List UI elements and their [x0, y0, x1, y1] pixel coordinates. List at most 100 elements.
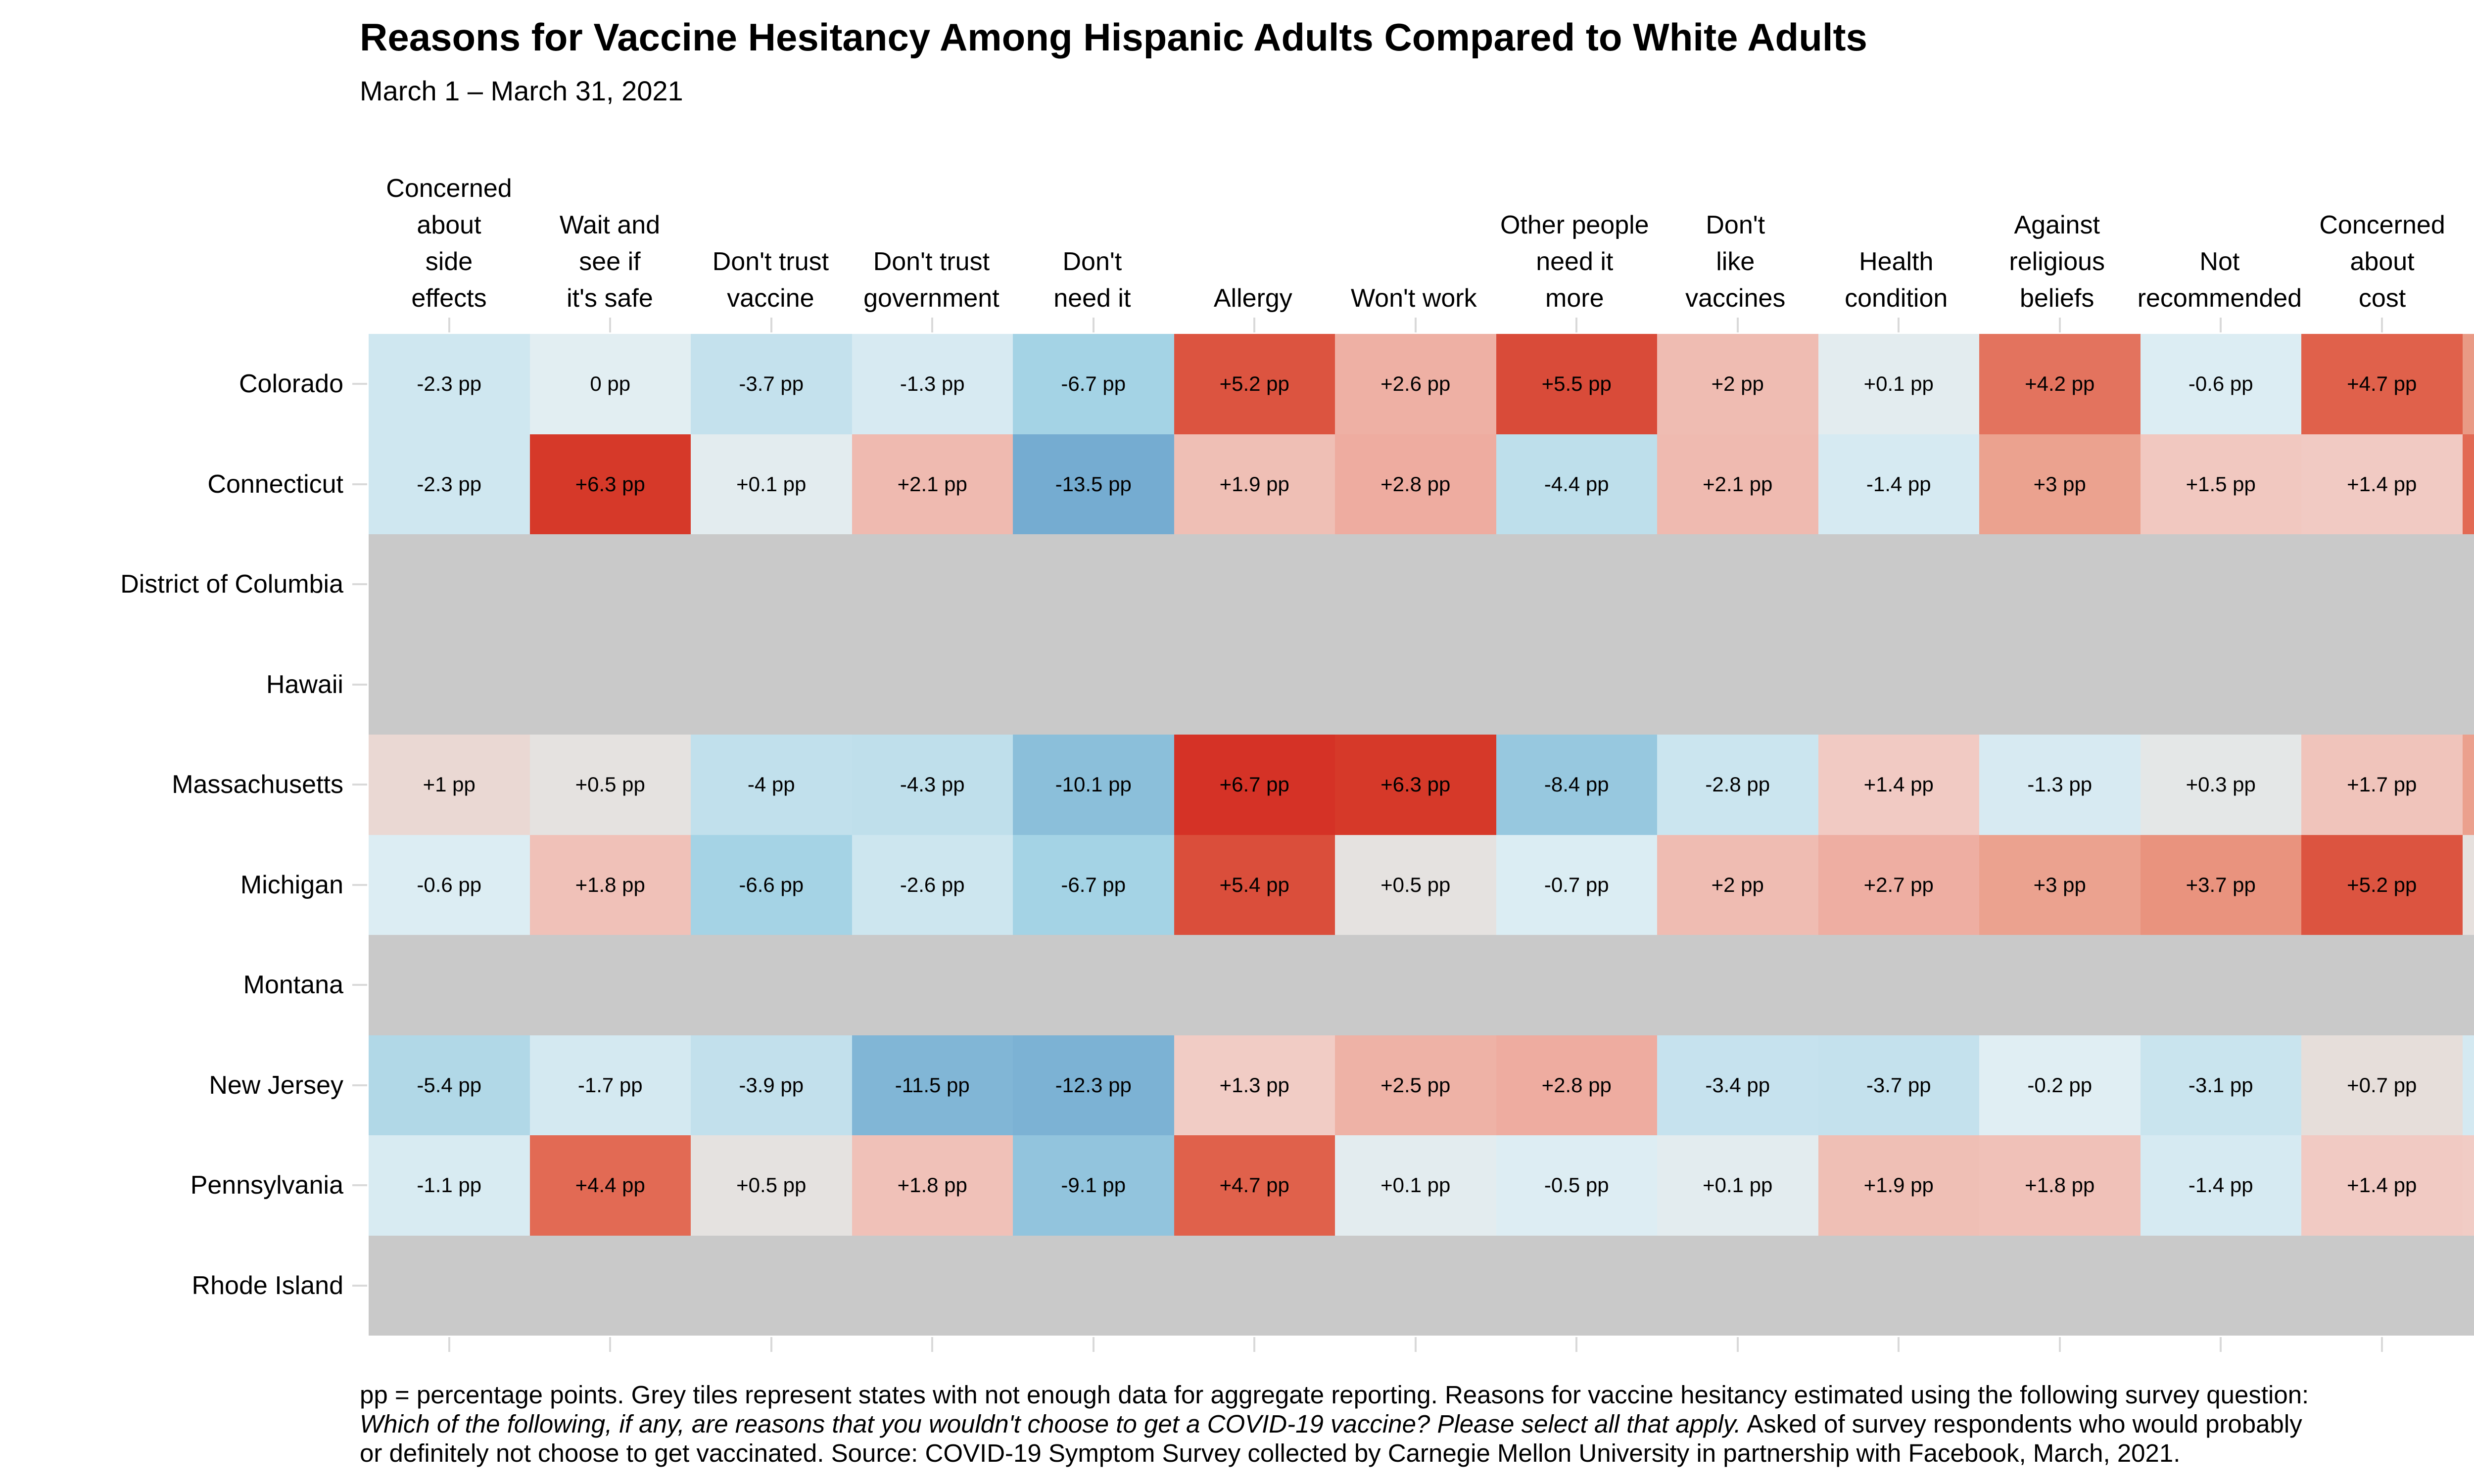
heatmap-cell	[1013, 935, 1174, 1035]
column-header-line: Wait and	[559, 211, 661, 239]
heatmap-cell: 0 pp	[529, 334, 691, 434]
footnote-line2-rest: Asked of survey respondents who would pr…	[1741, 1410, 2302, 1438]
axis-tick	[352, 383, 367, 385]
axis-tick	[352, 1284, 367, 1287]
heatmap-cell	[1818, 1235, 1979, 1336]
heatmap-cell	[2140, 935, 2301, 1035]
heatmap-cell	[1174, 634, 1335, 735]
column-header: Other people need it more	[1494, 163, 1655, 317]
heatmap-cell: +2.8 pp	[1496, 1035, 1657, 1135]
row-label: Rhode Island	[191, 1271, 343, 1300]
axis-tick	[1575, 318, 1578, 332]
heatmap-cell: +6.7 pp	[1174, 735, 1335, 835]
column-header: Wait and see if it's safe	[529, 163, 690, 317]
column-header-line: Against	[2014, 211, 2100, 239]
axis-tick	[1575, 1337, 1578, 1352]
heatmap-cell: +1.3 pp	[1174, 1035, 1335, 1135]
heatmap-cell: +2.6 pp	[1335, 334, 1496, 434]
heatmap-cell: +0.1 pp	[1657, 1135, 1818, 1236]
heatmap-cell: +1.9 pp	[1818, 1135, 1979, 1236]
heatmap-cell: -0.7 pp	[1496, 835, 1657, 935]
heatmap-cell: -4.4 pp	[1496, 434, 1657, 534]
heatmap-cell	[2301, 1235, 2463, 1336]
axis-tick	[352, 483, 367, 485]
heatmap-cell	[2301, 534, 2463, 635]
axis-tick	[2220, 1337, 2222, 1352]
heatmap-cell: +5.4 pp	[1174, 835, 1335, 935]
heatmap-cell: +1.4 pp	[2301, 1135, 2463, 1236]
heatmap-cell: +0.6 pp	[2462, 835, 2474, 935]
column-header-line: Don't	[1062, 247, 1122, 276]
heatmap-cell	[1174, 1235, 1335, 1336]
footnote: pp = percentage points. Grey tiles repre…	[360, 1380, 2474, 1468]
heatmap-cell: +0.5 pp	[691, 1135, 852, 1236]
axis-tick	[352, 1084, 367, 1086]
column-header-line: Other people	[1500, 211, 1649, 239]
heatmap-cell: +1.7 pp	[2301, 735, 2463, 835]
heatmap-cell	[1174, 534, 1335, 635]
row-label: Connecticut	[207, 469, 343, 499]
column-header-line: vaccines	[1685, 284, 1786, 313]
heatmap-cell: +2.1 pp	[852, 434, 1013, 534]
heatmap-cell: +3 pp	[1979, 434, 2141, 534]
axis-tick	[352, 883, 367, 886]
heatmap-cell: -9.1 pp	[1013, 1135, 1174, 1236]
heatmap-cell: +1.8 pp	[1979, 1135, 2141, 1236]
heatmap-cell: -1.7 pp	[2462, 1035, 2474, 1135]
heatmap-cell: +4.4 pp	[2462, 434, 2474, 534]
axis-tick	[2058, 1337, 2061, 1352]
heatmap-cell: -1.4 pp	[2140, 1135, 2301, 1236]
heatmap-cell	[2462, 935, 2474, 1035]
footnote-survey-question: Which of the following, if any, are reas…	[360, 1410, 1741, 1438]
axis-tick	[770, 318, 772, 332]
row-label: New Jersey	[209, 1070, 343, 1100]
heatmap-cell: +5.5 pp	[1496, 334, 1657, 434]
column-header-line: more	[1545, 284, 1604, 313]
axis-tick	[2380, 1337, 2383, 1352]
axis-tick	[352, 683, 367, 686]
axis-tick	[931, 318, 934, 332]
heatmap-cell: +3.5 pp	[2462, 334, 2474, 434]
heatmap-cell	[529, 634, 691, 735]
column-header-line: like	[1716, 247, 1755, 276]
heatmap-cell: -0.5 pp	[1496, 1135, 1657, 1236]
axis-tick	[2058, 318, 2061, 332]
heatmap-cell	[1496, 634, 1657, 735]
column-header-line: side	[425, 247, 473, 276]
heatmap-cell	[1657, 534, 1818, 635]
axis-tick	[931, 1337, 934, 1352]
heatmap-cell: +2.1 pp	[1657, 434, 1818, 534]
heatmap-cell	[529, 534, 691, 635]
heatmap-cell	[1818, 634, 1979, 735]
axis-tick	[352, 784, 367, 786]
column-header-line: government	[863, 284, 999, 313]
axis-tick	[448, 318, 450, 332]
heatmap-cell: +0.5 pp	[1335, 835, 1496, 935]
column-header-line: beliefs	[2020, 284, 2094, 313]
column-header: Health condition	[1816, 163, 1977, 317]
axis-tick	[1414, 318, 1417, 332]
column-header-line: Concerned	[386, 174, 512, 203]
heatmap-cell	[1979, 1235, 2141, 1336]
row-label: Michigan	[240, 870, 343, 899]
column-header: Allergy	[1173, 163, 1333, 317]
heatmap-cell	[529, 1235, 691, 1336]
heatmap-cell: +5.2 pp	[2301, 835, 2463, 935]
heatmap-cell: -0.6 pp	[369, 835, 530, 935]
row-label: Colorado	[238, 370, 343, 399]
column-header: Concerned about side effects	[369, 163, 529, 317]
row-label: Massachusetts	[172, 770, 343, 799]
heatmap-cell	[2301, 634, 2463, 735]
axis-tick	[352, 583, 367, 586]
heatmap-cell	[1013, 534, 1174, 635]
row-label: Montana	[243, 971, 343, 1000]
heatmap-cell: +4.4 pp	[529, 1135, 691, 1236]
heatmap-cell	[1818, 534, 1979, 635]
axis-tick	[1092, 318, 1094, 332]
axis-tick	[352, 1184, 367, 1187]
heatmap-cell: -2.3 pp	[369, 434, 530, 534]
heatmap-cell: +2 pp	[1657, 835, 1818, 935]
heatmap-cell	[2140, 1235, 2301, 1336]
heatmap-cell	[691, 935, 852, 1035]
column-header-line: see if	[579, 247, 641, 276]
